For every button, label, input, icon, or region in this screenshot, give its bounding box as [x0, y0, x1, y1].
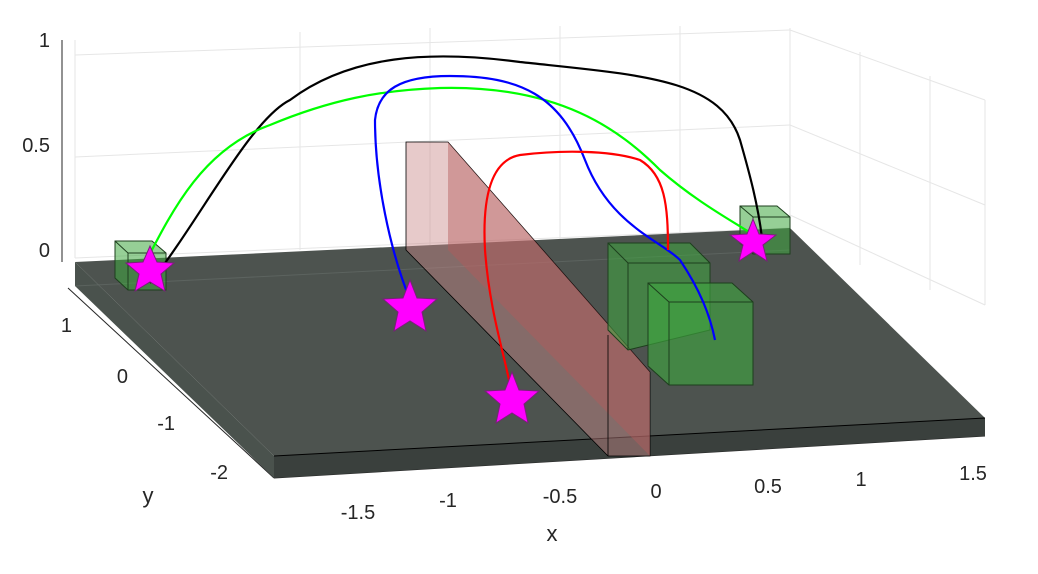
x-tick-label: -1.5 — [341, 502, 375, 524]
x-tick-labels: -1.5 -1 -0.5 0 0.5 1 1.5 x — [341, 463, 987, 546]
y-tick-labels: 1 0 -1 -2 y — [61, 315, 228, 508]
floor-top — [75, 228, 985, 456]
star-start-red — [483, 370, 541, 425]
start-goal-stars — [124, 217, 778, 425]
star-start-blue — [381, 278, 439, 333]
y-tick-label: 0 — [117, 366, 128, 388]
floor-slab — [74, 228, 986, 478]
wall-obstacle — [405, 141, 651, 457]
x-tick-label: 0.5 — [754, 476, 782, 498]
x-tick-label: -1 — [439, 490, 457, 512]
y-tick-label: -2 — [210, 462, 228, 484]
y-axis-label: y — [143, 483, 154, 508]
x-tick-label: -0.5 — [543, 486, 577, 508]
obstacle-boxes — [114, 205, 791, 386]
x-axis-label: x — [547, 521, 558, 546]
floor-left — [75, 262, 274, 478]
x-tick-label: 0 — [650, 481, 661, 503]
x-tick-label: 1.5 — [959, 463, 987, 485]
z-tick-label: 0.5 — [22, 135, 50, 157]
z-tick-label: 0 — [39, 240, 50, 262]
trajectory-green — [139, 86, 759, 274]
wall-front — [405, 141, 651, 457]
y-tick-label: -1 — [157, 413, 175, 435]
z-tick-labels: 1 0.5 0 — [22, 30, 50, 262]
box-middle-front — [647, 282, 754, 386]
x-tick-label: 1 — [855, 469, 866, 491]
grid-lines — [74, 26, 986, 306]
star-goal — [728, 217, 778, 263]
trajectory-black — [149, 55, 764, 284]
trajectory-red — [483, 150, 670, 401]
z-tick-label: 1 — [39, 30, 50, 52]
star-start-black-green — [124, 244, 176, 293]
floor-side — [274, 418, 985, 478]
y-tick-label: 1 — [61, 315, 72, 337]
trajectories — [139, 55, 764, 401]
wall-face — [448, 142, 650, 456]
trajectory-blue — [373, 74, 717, 341]
